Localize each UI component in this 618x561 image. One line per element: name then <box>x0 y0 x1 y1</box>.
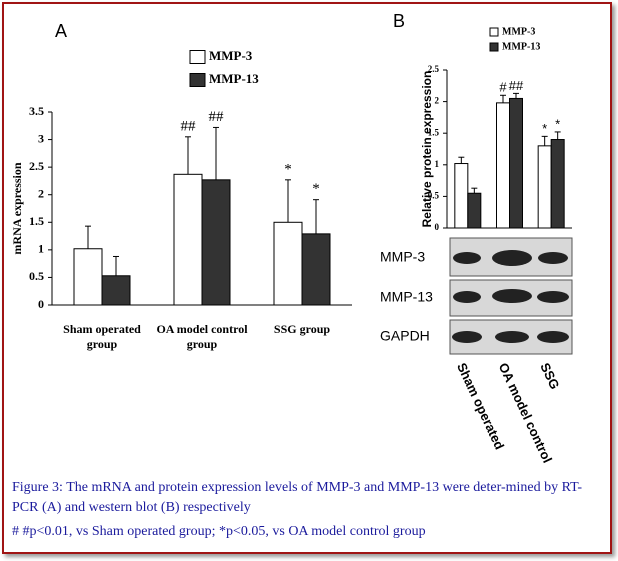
annotation: # <box>499 80 507 95</box>
annotation: * <box>555 116 560 131</box>
figure-frame <box>2 2 612 554</box>
bar <box>537 145 552 229</box>
blot-row-label: MMP-3 <box>380 249 425 265</box>
y-tick-label: 2 <box>38 186 44 200</box>
annotation: ## <box>209 109 225 125</box>
annotation: * <box>284 161 292 177</box>
y-tick-label: 0.5 <box>428 190 440 200</box>
caption-note: # #p<0.01, vs Sham operated group; *p<0.… <box>12 524 426 539</box>
x-tick-label: Sham operated group <box>63 322 141 351</box>
bar <box>101 275 131 306</box>
bar <box>550 139 565 229</box>
bar <box>173 173 203 306</box>
y-tick-label: 2.5 <box>29 159 44 173</box>
y-tick-label: 0 <box>435 222 440 232</box>
legend-label: MMP-13 <box>502 41 540 52</box>
bar <box>454 163 469 229</box>
legend-label: MMP-3 <box>209 48 253 63</box>
bar <box>73 248 103 306</box>
caption: Figure 3: The mRNA and protein expressio… <box>12 480 583 515</box>
bar <box>201 179 231 306</box>
y-tick-label: 2.5 <box>428 64 440 74</box>
blot-row-label: MMP-13 <box>380 289 433 305</box>
x-tick-label: SSG <box>537 360 562 391</box>
annotation: * <box>312 181 320 197</box>
y-tick-label: 0 <box>38 297 44 311</box>
bar <box>496 102 510 229</box>
y-tick-label: 1 <box>435 159 440 169</box>
y-tick-label: 1.5 <box>29 214 44 228</box>
blot-bands <box>452 250 569 343</box>
bar <box>301 233 331 306</box>
annotation: ## <box>509 78 524 93</box>
blot-row-label: GAPDH <box>380 328 430 344</box>
bar <box>509 97 523 229</box>
legend-swatch <box>189 73 206 87</box>
legend-label: MMP-3 <box>502 26 535 37</box>
annotation: * <box>542 121 547 136</box>
y-tick-label: 3.5 <box>29 104 44 118</box>
y-axis-label: mRNA expression <box>10 162 24 254</box>
panel-label: B <box>393 11 405 31</box>
x-tick-label: OA model control group <box>156 322 248 351</box>
y-tick-label: 1.5 <box>428 127 440 137</box>
bar <box>273 221 303 306</box>
annotation: ## <box>181 118 197 134</box>
legend-swatch <box>489 27 499 37</box>
y-axis-label: Relative protein expression <box>420 71 434 228</box>
legend-label: MMP-13 <box>209 71 259 86</box>
x-tick-label: SSG group <box>273 322 331 336</box>
bar <box>467 192 482 229</box>
y-tick-label: 0.5 <box>29 269 44 283</box>
y-tick-label: 3 <box>38 131 44 145</box>
y-tick-label: 1 <box>38 242 44 256</box>
panel-label: A <box>55 21 67 41</box>
y-tick-label: 2 <box>435 96 440 106</box>
legend-swatch <box>189 50 206 64</box>
legend-swatch <box>489 42 499 52</box>
